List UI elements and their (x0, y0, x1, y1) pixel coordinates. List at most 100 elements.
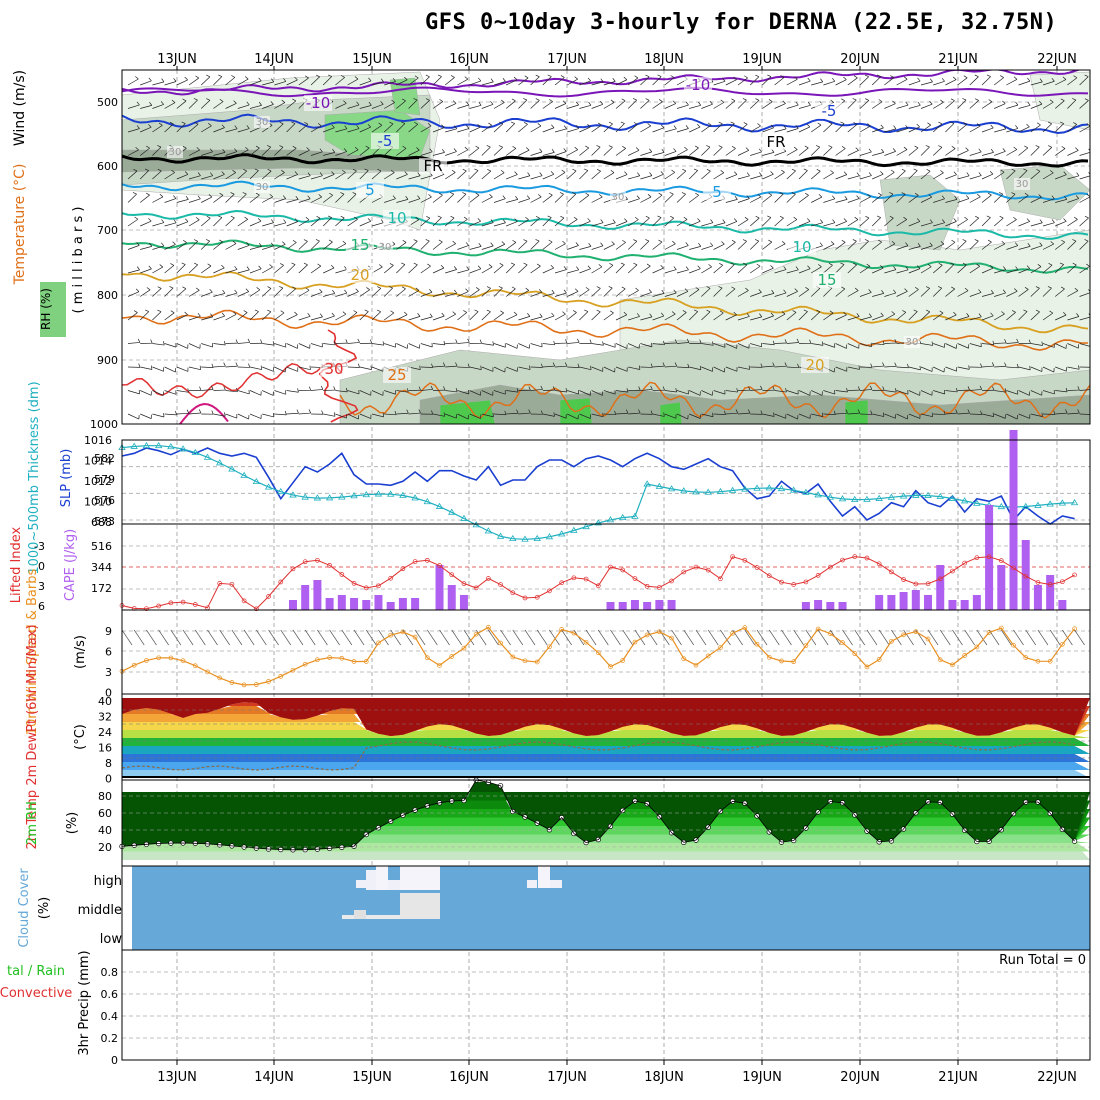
wind-barb (783, 289, 787, 294)
contour-label-bg (383, 367, 411, 383)
wind-barb (445, 151, 457, 156)
wind-barb (835, 288, 846, 297)
wind-barb (518, 240, 528, 250)
wind-barb (865, 98, 870, 101)
wind-barb (542, 293, 555, 297)
wind-barb (1055, 314, 1067, 321)
wind-barb (859, 217, 870, 227)
wind-barb (492, 341, 495, 346)
wind-barb (892, 148, 896, 152)
wind-barb (685, 266, 689, 271)
wind-barb (579, 170, 589, 180)
wind-barb (762, 194, 773, 203)
wind-barb (707, 122, 712, 126)
wind-barb (737, 124, 748, 133)
wind-barb (163, 341, 165, 346)
wind-barb (272, 341, 275, 346)
wind-barb (1067, 150, 1079, 156)
wind-barb (249, 366, 262, 370)
wind-barb (697, 218, 701, 222)
wind-barb (567, 366, 580, 368)
wind-barb (981, 241, 992, 250)
thickness-tick: 576 (94, 494, 115, 507)
wind-barb (498, 145, 503, 148)
wind-barb (694, 145, 699, 149)
wind-barb (981, 217, 991, 227)
wind-barb (628, 343, 640, 349)
wind-barb (661, 148, 665, 153)
wind-barb (396, 199, 409, 203)
wind-barb (1072, 98, 1077, 101)
wind-barb (457, 366, 470, 368)
wind-barb (429, 148, 433, 153)
wind-barb (127, 193, 137, 203)
wind-barb (465, 288, 469, 292)
wind-barb (725, 148, 736, 156)
wind-barb (396, 242, 407, 250)
wind-barb (640, 292, 652, 297)
wind-barb (170, 310, 175, 314)
wind-barb (197, 172, 201, 176)
wind-barb (518, 343, 530, 349)
wind-barb (770, 171, 774, 175)
wind-barb (816, 309, 821, 313)
wind-barb (798, 413, 811, 419)
wind-barb (213, 195, 224, 203)
wind-barb (184, 76, 188, 81)
wind-barb (896, 413, 908, 420)
wind-barb (237, 245, 250, 250)
wind-barb (505, 288, 516, 297)
date-label-top: 17JUN (547, 52, 587, 67)
wind-barb (305, 217, 310, 221)
wind-barb (1042, 312, 1054, 321)
wind-barb (274, 312, 285, 321)
wind-barb (148, 77, 152, 82)
wind-barb (750, 175, 762, 180)
wind-barb (1049, 170, 1054, 174)
wind-barb (1030, 343, 1043, 346)
wind-barb (243, 310, 248, 313)
wind-barb (633, 239, 638, 242)
wind-barb (579, 80, 591, 86)
wind-barb (127, 149, 139, 156)
wind-barb (347, 78, 359, 86)
wind-barb (1084, 98, 1089, 101)
wind-barb (821, 341, 824, 346)
wind-barb (718, 145, 723, 148)
wind-barb (823, 172, 834, 180)
wind-barb (774, 390, 787, 393)
wind-barb (310, 265, 322, 274)
wind-barb (701, 170, 711, 180)
wind-barb (1024, 192, 1029, 196)
wind-barb (235, 362, 238, 367)
wind-barb (835, 123, 845, 133)
wind-barb (307, 195, 311, 199)
wind-barb (231, 75, 236, 78)
wind-barb (965, 147, 969, 151)
wind-barb (481, 81, 494, 86)
contour-label: -5 (378, 132, 393, 150)
wind-barb (908, 221, 921, 227)
wind-barb (560, 215, 565, 219)
wind-barb (249, 246, 262, 250)
wind-barb (773, 412, 775, 417)
cloud-block (376, 866, 388, 890)
wind-barb (865, 215, 870, 219)
wind-barb (896, 193, 906, 203)
wind-barb (158, 122, 163, 126)
wind-barb (160, 101, 164, 105)
pressure-tick: 800 (97, 289, 118, 302)
wind-barb (932, 264, 943, 274)
wind-barb (798, 104, 811, 109)
wind-barb (432, 194, 443, 203)
wind-barb (510, 262, 515, 265)
wind-barb (267, 309, 272, 313)
wind-barb (1026, 265, 1031, 269)
wind10m-barb (610, 629, 621, 646)
wind-barb (182, 286, 187, 290)
wind-barb (407, 388, 409, 393)
wind-barb (746, 172, 750, 176)
contour-label: 10 (387, 209, 406, 227)
wind-barb (701, 266, 712, 274)
wind-barb (896, 149, 908, 156)
